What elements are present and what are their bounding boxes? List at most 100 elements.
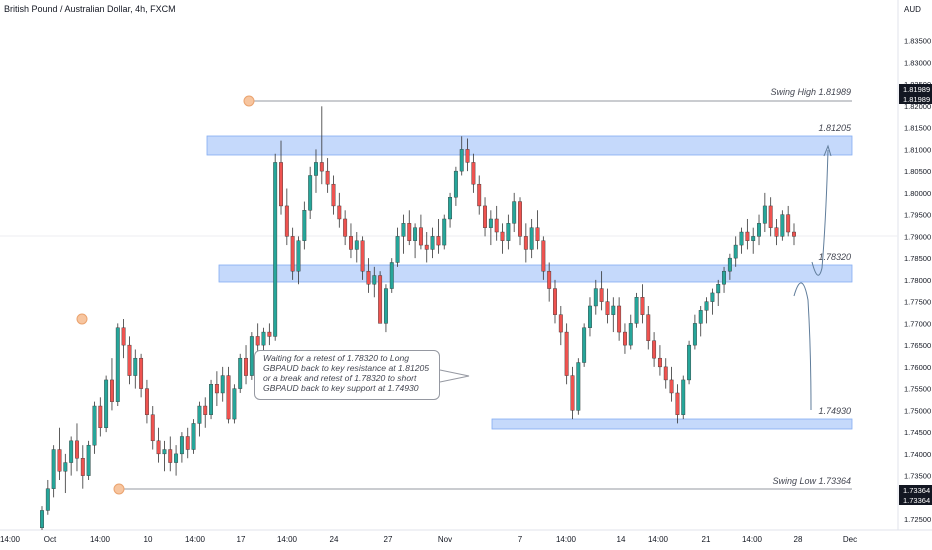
candle[interactable] <box>407 210 412 246</box>
candle[interactable] <box>453 166 458 206</box>
candle[interactable] <box>722 266 726 293</box>
candle[interactable] <box>716 279 721 306</box>
candle[interactable] <box>593 279 598 315</box>
candle[interactable] <box>558 305 563 346</box>
candle[interactable] <box>226 366 231 424</box>
candle[interactable] <box>500 223 505 254</box>
october-high-marker[interactable] <box>76 313 88 325</box>
candle[interactable] <box>488 210 493 246</box>
candle[interactable] <box>179 432 184 463</box>
candle[interactable] <box>284 188 289 246</box>
candle[interactable] <box>232 384 237 424</box>
candle[interactable] <box>389 258 394 293</box>
candle[interactable] <box>110 358 114 411</box>
candle[interactable] <box>331 175 336 215</box>
candle[interactable] <box>704 297 709 324</box>
candle[interactable] <box>599 271 604 311</box>
candle[interactable] <box>640 284 645 324</box>
candle[interactable] <box>739 227 744 254</box>
candle[interactable] <box>570 366 575 420</box>
candle[interactable] <box>675 384 680 424</box>
candle[interactable] <box>483 197 487 237</box>
resistance-zone[interactable] <box>206 135 853 156</box>
candle[interactable] <box>156 427 161 463</box>
candle[interactable] <box>51 445 56 498</box>
candle[interactable] <box>40 506 44 530</box>
candle[interactable] <box>436 218 441 254</box>
candle[interactable] <box>75 423 79 472</box>
candle[interactable] <box>220 366 225 402</box>
candle[interactable] <box>646 305 651 350</box>
candle[interactable] <box>319 106 324 185</box>
candle[interactable] <box>203 397 208 428</box>
candle[interactable] <box>733 236 738 267</box>
candle[interactable] <box>652 332 657 367</box>
candle[interactable] <box>745 218 750 250</box>
candle[interactable] <box>354 232 359 263</box>
candle[interactable] <box>162 440 167 472</box>
candle[interactable] <box>174 445 179 476</box>
candle[interactable] <box>325 158 330 193</box>
candle[interactable] <box>45 479 50 515</box>
candle[interactable] <box>255 323 260 354</box>
short-projection-path[interactable] <box>793 282 812 411</box>
candle[interactable] <box>768 197 773 237</box>
candle[interactable] <box>792 223 796 246</box>
candle[interactable] <box>395 227 400 267</box>
candle[interactable] <box>611 297 616 333</box>
candle[interactable] <box>413 223 418 259</box>
candle[interactable] <box>430 227 435 259</box>
candle[interactable] <box>139 353 144 398</box>
candle[interactable] <box>541 236 546 280</box>
candle[interactable] <box>86 440 91 480</box>
candle[interactable] <box>372 266 377 298</box>
candle[interactable] <box>588 297 592 337</box>
candle[interactable] <box>366 258 371 293</box>
candle[interactable] <box>80 445 85 489</box>
candle[interactable] <box>121 319 126 359</box>
candle[interactable] <box>249 332 254 380</box>
candle[interactable] <box>133 349 138 389</box>
candle[interactable] <box>465 138 470 172</box>
candle[interactable] <box>378 271 383 324</box>
candle[interactable] <box>337 192 342 228</box>
candle[interactable] <box>564 323 569 385</box>
candle[interactable] <box>104 375 109 433</box>
candle[interactable] <box>512 192 517 233</box>
long-projection-path[interactable] <box>811 149 829 276</box>
candle[interactable] <box>780 210 785 241</box>
candle[interactable] <box>185 427 190 459</box>
candle[interactable] <box>69 436 74 476</box>
candle[interactable] <box>290 227 295 280</box>
candle[interactable] <box>401 214 406 254</box>
support-zone[interactable] <box>491 418 853 430</box>
candle[interactable] <box>191 419 196 454</box>
candle[interactable] <box>622 323 627 354</box>
candle[interactable] <box>418 214 423 250</box>
candle[interactable] <box>751 227 756 254</box>
candle[interactable] <box>98 397 103 437</box>
candle[interactable] <box>343 210 348 246</box>
candle[interactable] <box>267 323 272 346</box>
candle[interactable] <box>582 323 587 367</box>
candle[interactable] <box>209 379 214 420</box>
candle[interactable] <box>786 205 791 237</box>
x-axis[interactable]: 14:00 Oct 14:00 10 14:00 17 14:00 24 27 Nov 7 14:00… <box>0 535 857 544</box>
candle[interactable] <box>634 292 639 328</box>
key-level-zone[interactable] <box>218 264 853 283</box>
analysis-note[interactable]: Waiting for a retest of 1.78320 to Long … <box>254 350 440 400</box>
candle[interactable] <box>238 353 243 393</box>
candle[interactable] <box>314 149 318 193</box>
swing-low-marker[interactable] <box>113 483 125 495</box>
candle[interactable] <box>115 323 120 407</box>
y-axis[interactable]: 1.725001.730001.735001.740001.745001.750… <box>904 37 931 525</box>
candle[interactable] <box>547 262 552 302</box>
candle[interactable] <box>757 214 761 246</box>
candle[interactable] <box>576 358 581 415</box>
candle[interactable] <box>523 223 528 263</box>
candle[interactable] <box>681 375 686 420</box>
candle[interactable] <box>518 197 522 246</box>
candle[interactable] <box>774 218 779 246</box>
candle[interactable] <box>657 345 662 376</box>
